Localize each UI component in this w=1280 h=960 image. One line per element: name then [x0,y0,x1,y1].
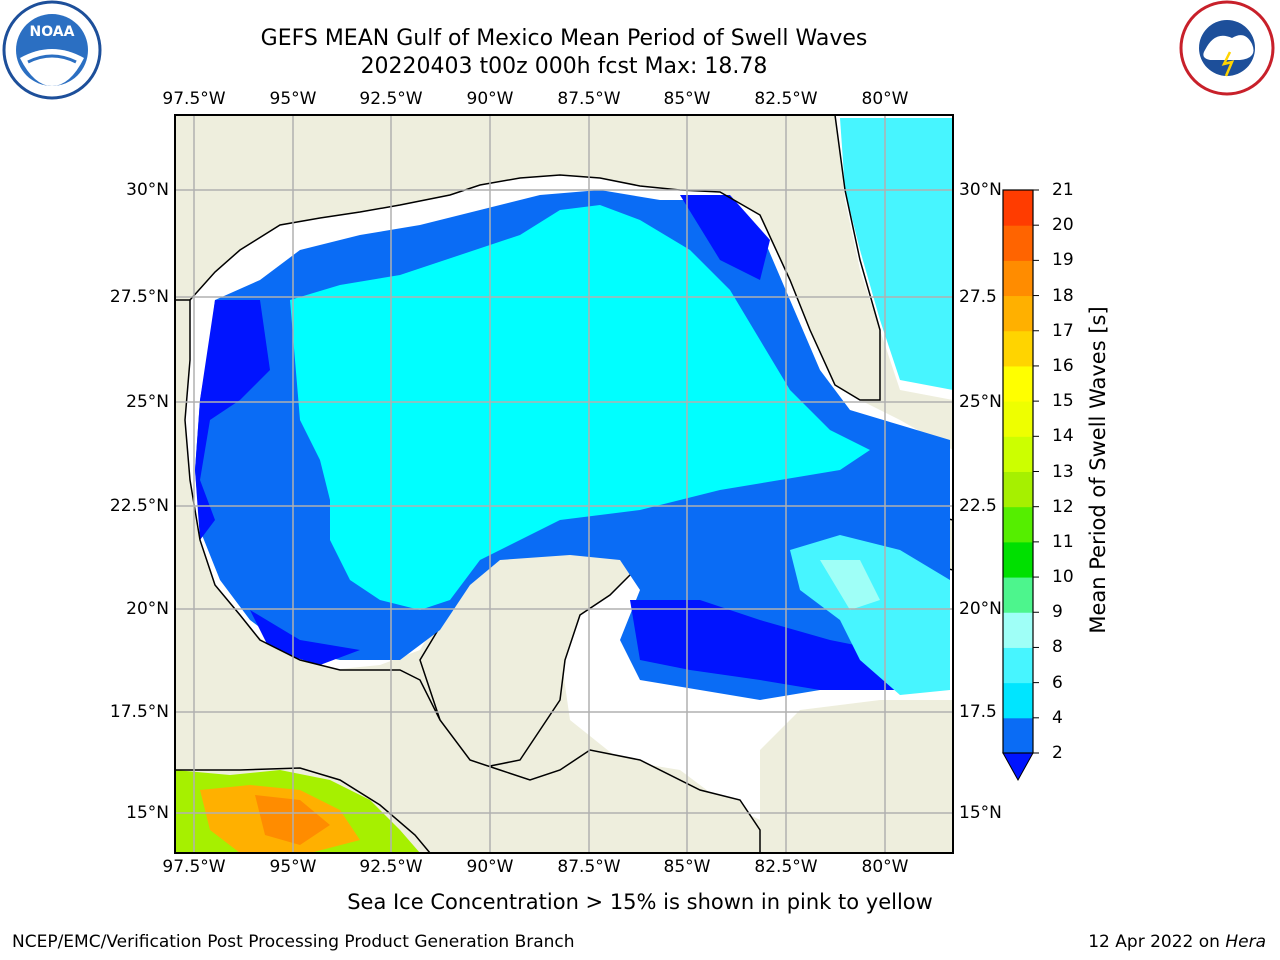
colorbar-segment [1003,295,1033,332]
colorbar-segment [1003,330,1033,367]
map-frame [174,114,954,854]
lat-label-left: 15°N [126,803,169,823]
north-america-coast [189,115,881,401]
central-america-land [175,299,761,853]
swell-field-caribbean-light [820,560,880,610]
colorbar-segment [1003,471,1033,508]
colorbar-segment [1003,612,1033,648]
colorbar-segment [1003,436,1033,472]
lat-label-left: 20°N [126,599,169,619]
graticule [175,115,953,853]
colorbar-tick-label: 9 [1052,602,1063,623]
lon-label-top: 90°W [466,89,514,109]
colorbar-tick-label: 8 [1052,637,1063,658]
lon-label-bottom: 95°W [269,857,317,877]
footer-credit: NCEP/EMC/Verification Post Processing Pr… [12,932,575,952]
lat-label-right: 27.5 [959,287,997,307]
colorbar-segment [1003,577,1033,613]
lat-label-right: 20°N [959,599,1002,619]
colorbar-segment [1003,225,1033,261]
swell-field-atlantic [840,118,953,390]
colorbar-tick-label: 14 [1052,426,1074,447]
lat-label-left: 25°N [126,392,169,412]
lat-label-left: 30°N [126,180,169,200]
swell-field-under-2s-d [630,600,900,690]
nws-logo [1179,0,1275,96]
colorbar-tick-label: 18 [1052,285,1074,306]
chart-title: GEFS MEAN Gulf of Mexico Mean Period of … [260,26,868,51]
colorbar-tick-label: 21 [1052,180,1074,200]
sea-ice-note: Sea Ice Concentration > 15% is shown in … [347,890,933,914]
lat-label-right: 17.5 [959,702,997,722]
lat-label-right: 25°N [959,392,1002,412]
map-panel [175,115,953,853]
lat-label-left: 22.5°N [109,496,169,516]
footer-host: Hera [1225,932,1266,952]
colorbar-segment [1003,190,1033,226]
chart-subtitle: 20220403 t00z 000h fcst Max: 18.78 [360,54,768,79]
lon-label-bottom: 92.5°W [359,857,423,877]
footer-date-text: 12 Apr 2022 on [1088,932,1226,952]
lon-label-bottom: 82.5°W [754,857,818,877]
lat-label-right: 22.5 [959,496,997,516]
colorbar-tick-label: 19 [1052,250,1074,271]
noaa-logo-text: NOAA [30,24,75,40]
swell-field-4-6s [290,205,870,610]
lat-label-left: 17.5°N [109,702,169,722]
colorbar-segment [1003,365,1033,402]
colorbar [1003,189,1039,754]
lon-label-top: 97.5°W [162,89,226,109]
colorbar-label: Mean Period of Swell Waves [s] [1086,306,1110,634]
lon-label-bottom: 97.5°W [162,857,226,877]
colorbar-under-extension [1002,752,1034,782]
lon-label-bottom: 90°W [466,857,514,877]
colorbar-tick-label: 11 [1052,531,1074,552]
colorbar-segment [1003,541,1033,578]
colorbar-segment [1003,260,1033,297]
colorbar-segment [1003,401,1033,437]
lon-label-top: 92.5°W [359,89,423,109]
colorbar-segment [1003,682,1033,719]
lon-label-top: 85°W [663,89,711,109]
lon-label-bottom: 87.5°W [557,857,621,877]
colorbar-tick-label: 10 [1052,567,1074,588]
colorbar-segment [1003,717,1033,754]
colorbar-tick-label: 20 [1052,215,1074,236]
noaa-logo [2,0,102,100]
lon-label-bottom: 80°W [861,857,909,877]
lon-label-bottom: 85°W [663,857,711,877]
lon-label-top: 80°W [861,89,909,109]
footer-date: 12 Apr 2022 on Hera [1088,932,1266,952]
colorbar-tick-label: 4 [1052,707,1063,728]
lat-label-left: 27.5°N [109,287,169,307]
colorbar-tick-label: 16 [1052,355,1074,376]
colorbar-tick-label: 15 [1052,391,1074,412]
colorbar-tick-label: 12 [1052,496,1074,517]
colorbar-segment [1003,506,1033,543]
lat-label-right: 30°N [959,180,1002,200]
colorbar-tick-label: 6 [1052,672,1063,693]
lon-label-top: 87.5°W [557,89,621,109]
colorbar-tick-label: 2 [1052,743,1063,763]
lon-label-top: 82.5°W [754,89,818,109]
swell-field-under-2s-b [680,195,770,280]
colorbar-frame [1002,189,1034,754]
colorbar-tick-label: 13 [1052,461,1074,482]
lon-label-top: 95°W [269,89,317,109]
swell-field-under-2s-a [195,300,270,540]
colorbar-tick-label: 17 [1052,320,1074,341]
colorbar-segment [1003,647,1033,684]
lat-label-right: 15°N [959,803,1002,823]
